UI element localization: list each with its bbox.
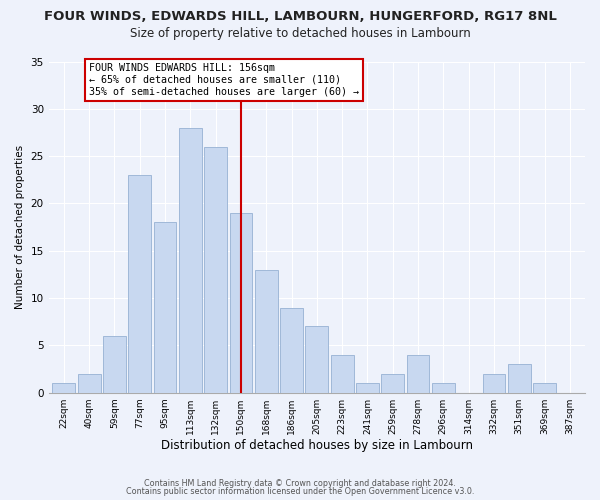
Text: Contains public sector information licensed under the Open Government Licence v3: Contains public sector information licen… <box>126 487 474 496</box>
Text: Contains HM Land Registry data © Crown copyright and database right 2024.: Contains HM Land Registry data © Crown c… <box>144 478 456 488</box>
Bar <box>482 374 505 392</box>
Bar <box>154 222 176 392</box>
Bar <box>52 383 75 392</box>
X-axis label: Distribution of detached houses by size in Lambourn: Distribution of detached houses by size … <box>161 440 473 452</box>
Bar <box>331 355 353 393</box>
Bar <box>103 336 126 392</box>
Text: FOUR WINDS EDWARDS HILL: 156sqm
← 65% of detached houses are smaller (110)
35% o: FOUR WINDS EDWARDS HILL: 156sqm ← 65% of… <box>89 64 359 96</box>
Bar <box>432 383 455 392</box>
Bar <box>356 383 379 392</box>
Text: FOUR WINDS, EDWARDS HILL, LAMBOURN, HUNGERFORD, RG17 8NL: FOUR WINDS, EDWARDS HILL, LAMBOURN, HUNG… <box>44 10 556 23</box>
Bar <box>508 364 530 392</box>
Bar <box>533 383 556 392</box>
Bar <box>204 146 227 392</box>
Bar <box>230 213 253 392</box>
Bar <box>407 355 430 393</box>
Text: Size of property relative to detached houses in Lambourn: Size of property relative to detached ho… <box>130 28 470 40</box>
Bar <box>179 128 202 392</box>
Y-axis label: Number of detached properties: Number of detached properties <box>15 145 25 309</box>
Bar <box>128 175 151 392</box>
Bar <box>280 308 303 392</box>
Bar <box>305 326 328 392</box>
Bar <box>382 374 404 392</box>
Bar <box>78 374 101 392</box>
Bar <box>255 270 278 392</box>
